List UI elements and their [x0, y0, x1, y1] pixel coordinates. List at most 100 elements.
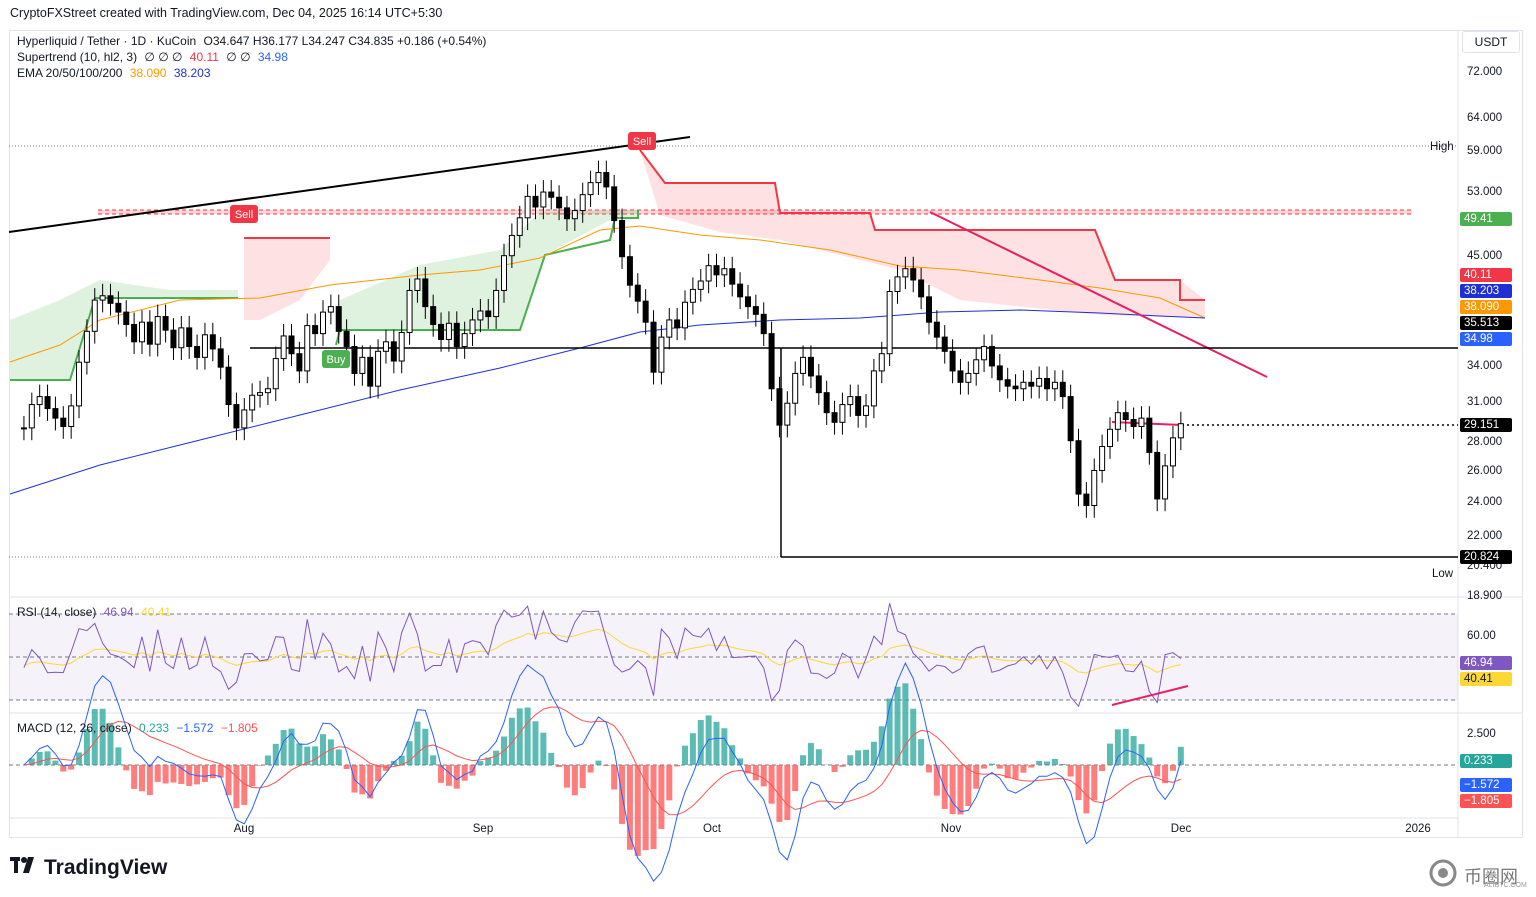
- candle-body: [382, 341, 389, 352]
- macd-histogram-bar: [91, 709, 98, 765]
- macd-histogram-bar: [186, 765, 193, 786]
- candle-body: [705, 265, 712, 282]
- candle-body: [1075, 440, 1082, 495]
- high-marker: High: [1430, 141, 1454, 153]
- candle-body: [863, 405, 870, 416]
- candle-body: [666, 319, 673, 338]
- macd-histogram-bar: [249, 765, 256, 787]
- candle-body: [689, 288, 696, 303]
- macd-histogram-bar: [76, 752, 83, 765]
- candle-body: [776, 388, 783, 426]
- candle-body: [225, 366, 232, 406]
- candle-body: [217, 348, 224, 368]
- sell-signal-2-label: Sell: [633, 136, 651, 148]
- macd-histogram-bar: [60, 765, 67, 772]
- candle-body: [682, 301, 689, 329]
- candle-body: [571, 210, 578, 220]
- macd-histogram-bar: [965, 765, 972, 807]
- candle-body: [1051, 381, 1058, 390]
- macd-histogram-bar: [146, 765, 153, 796]
- symbol-label[interactable]: Hyperliquid / Tether · 1D · KuCoin: [17, 34, 197, 48]
- candle-body: [138, 321, 145, 343]
- legend-rsi-row: RSI (14, close) 46.94 40.41: [17, 605, 175, 619]
- currency-unit-selector[interactable]: USDT: [1462, 31, 1520, 53]
- macd-histogram-bar: [855, 750, 862, 765]
- ohlc-values: O34.647 H36.177 L34.247 C34.835 +0.186 (…: [203, 34, 487, 48]
- candle-body: [257, 392, 264, 396]
- macd-histogram-bar: [461, 765, 468, 781]
- candle-body: [343, 330, 350, 348]
- price-axis-tick: 53.000: [1467, 186, 1502, 198]
- macd-histogram-bar: [225, 765, 232, 796]
- macd-histogram-bar: [508, 717, 515, 765]
- macd-histogram-bar: [642, 765, 649, 851]
- macd-histogram-bar: [957, 765, 964, 815]
- candle-body: [941, 336, 948, 352]
- candle-body: [170, 329, 177, 349]
- macd-histogram-bar: [988, 763, 995, 765]
- macd-histogram-bar: [587, 765, 594, 773]
- tradingview-logo-text: TradingView: [44, 856, 168, 879]
- macd-histogram-bar: [784, 765, 791, 820]
- macd-histogram-bar: [241, 765, 248, 805]
- candle-body: [162, 316, 169, 331]
- candle-body: [375, 350, 382, 387]
- close-price-badge: 35.513: [1460, 316, 1512, 330]
- ema-value-1: 38.090: [129, 66, 167, 80]
- candle-body: [902, 268, 909, 278]
- candle-body: [1169, 437, 1176, 467]
- candle-body: [1106, 428, 1113, 448]
- candle-body: [800, 356, 807, 374]
- macd-histogram-bar: [902, 683, 909, 765]
- candle-body: [264, 388, 271, 394]
- candle-body: [1099, 446, 1106, 471]
- candle-body: [249, 394, 256, 411]
- candle-body: [1083, 493, 1090, 506]
- price-axis-tick: 22.000: [1467, 530, 1502, 542]
- macd-histogram-bar: [438, 765, 445, 783]
- ema-label[interactable]: EMA 20/50/100/200: [17, 66, 123, 80]
- rsi-badge: 46.94: [1460, 656, 1512, 670]
- supertrend-value-2: 34.98: [257, 50, 288, 64]
- candle-body: [438, 323, 445, 340]
- macd-histogram-bar: [1036, 760, 1043, 765]
- candle-body: [548, 191, 555, 198]
- macd-histogram-bar: [312, 746, 319, 765]
- candle-body: [430, 306, 437, 325]
- candle-body: [752, 306, 759, 315]
- macd-histogram-bar: [697, 720, 704, 765]
- candle-body: [1146, 417, 1153, 453]
- rsi-label[interactable]: RSI (14, close): [17, 605, 97, 619]
- macd-histogram-bar: [579, 765, 586, 789]
- tradingview-logo[interactable]: TradingView: [10, 856, 167, 880]
- candle-body: [1130, 419, 1137, 427]
- price-axis-tick: 18.900: [1467, 590, 1502, 602]
- macd-histogram-bar: [611, 765, 618, 790]
- macd-line-badge: −1.572: [1460, 778, 1512, 792]
- macd-histogram-bar: [304, 746, 311, 765]
- candle-body: [91, 299, 98, 332]
- macd-label[interactable]: MACD (12, 26, close): [17, 721, 132, 735]
- candle-body: [60, 417, 67, 427]
- candle-body: [996, 365, 1003, 381]
- macd-histogram-bar: [272, 743, 279, 765]
- macd-histogram-bar: [36, 751, 43, 765]
- candle-body: [713, 265, 720, 276]
- rising-trendline: [8, 136, 691, 233]
- supertrend-label[interactable]: Supertrend (10, hl2, 3): [17, 50, 138, 64]
- supertrend-value-1: 40.11: [189, 50, 219, 64]
- site-watermark: 币圈网 ALIBTC.COM: [1428, 858, 1527, 893]
- macd-histogram-bar: [99, 708, 106, 765]
- macd-histogram-bar: [233, 765, 240, 809]
- candle-body: [886, 291, 893, 355]
- supertrend-green-line-2: [335, 210, 639, 346]
- candle-body: [351, 346, 358, 374]
- macd-histogram-bar: [44, 751, 51, 765]
- macd-histogram-bar: [1146, 757, 1153, 765]
- macd-histogram-bar: [359, 765, 366, 795]
- candle-body: [894, 276, 901, 293]
- candle-body: [493, 289, 500, 318]
- macd-histogram-bar: [170, 765, 177, 783]
- supertrend-glyphs-2: ∅ ∅: [226, 50, 251, 64]
